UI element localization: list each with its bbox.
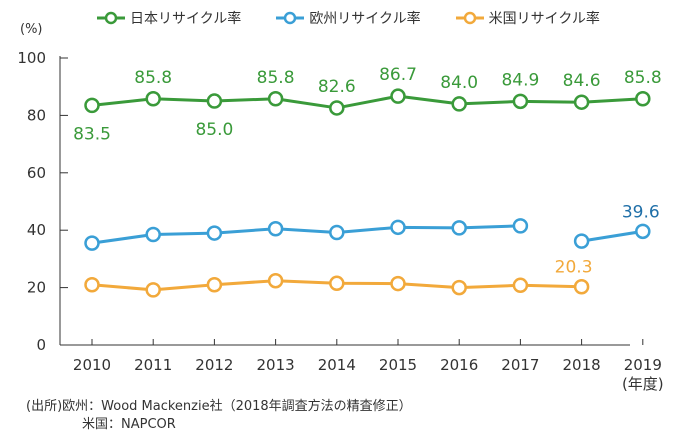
y-tick-label-20: 20 [27, 279, 46, 297]
data-point-japan-2016 [451, 96, 467, 112]
data-point-japan-2010 [84, 97, 100, 114]
x-tick-label-2012: 2012 [195, 356, 233, 374]
legend-item-japan: 日本リサイクル率 [96, 8, 241, 28]
legend-marker-us [455, 11, 484, 25]
data-point-us-2013 [267, 272, 284, 289]
legend-item-europe: 欧州リサイクル率 [275, 8, 421, 28]
series-line-europe-1 [91, 224, 521, 245]
x-tick-label-2016: 2016 [440, 356, 478, 374]
x-axis-unit-label: (年度) [622, 375, 664, 393]
data-label-japan-2012: 85.0 [195, 120, 233, 140]
legend-marker-japan [97, 11, 125, 25]
data-label-japan-2013: 85.8 [257, 68, 295, 88]
data-point-europe-2012 [206, 225, 223, 241]
data-point-japan-2011 [145, 91, 161, 107]
legend: 日本リサイクル率 欧州リサイクル率 米国リサイクル率 [96, 8, 600, 28]
data-point-us-2016 [451, 279, 467, 296]
y-tick-label-0: 0 [36, 336, 46, 354]
data-label-japan-2011: 85.8 [134, 68, 172, 88]
data-point-europe-2016 [451, 220, 467, 236]
source-note-europe: (出所)欧州：Wood Mackenzie社（2018年調査方法の精査修正） [26, 399, 412, 414]
data-point-europe-2011 [145, 226, 161, 243]
data-point-europe-2019 [635, 223, 651, 240]
data-point-us-2017 [512, 277, 529, 294]
legend-label-europe: 欧州リサイクル率 [309, 11, 421, 27]
data-label-japan-2014: 82.6 [318, 77, 356, 97]
data-point-japan-2017 [512, 93, 529, 110]
x-tick-label-2014: 2014 [318, 356, 356, 374]
data-point-europe-2010 [84, 235, 100, 251]
data-point-us-2012 [206, 276, 223, 293]
legend-label-japan: 日本リサイクル率 [130, 11, 242, 27]
series-line-europe-2 [581, 229, 644, 243]
data-point-japan-2014 [329, 100, 345, 116]
data-point-us-2018 [573, 278, 590, 295]
y-tick-label-100: 100 [17, 49, 46, 67]
series-line-japan [91, 94, 643, 110]
x-tick-label-2015: 2015 [379, 356, 417, 374]
data-label-japan-2017: 84.9 [501, 70, 539, 90]
data-label-japan-2018: 84.6 [563, 71, 601, 91]
data-label-japan-2019: 85.8 [624, 68, 662, 88]
data-point-us-2015 [390, 275, 406, 292]
data-point-japan-2012 [206, 93, 223, 109]
data-point-europe-2013 [267, 221, 284, 237]
data-label-europe-2019: 39.6 [622, 202, 660, 222]
data-point-us-2011 [145, 282, 161, 298]
data-point-europe-2018 [573, 233, 590, 249]
legend-marker-europe [276, 11, 305, 25]
legend-item-us: 米国リサイクル率 [455, 8, 600, 28]
y-axis-unit-label: (%) [20, 22, 43, 37]
source-notes: (出所)欧州：Wood Mackenzie社（2018年調査方法の精査修正） 米… [26, 398, 412, 434]
data-point-japan-2019 [635, 91, 651, 107]
data-label-japan-2016: 84.0 [440, 73, 478, 93]
data-point-japan-2013 [267, 91, 284, 107]
x-tick-label-2013: 2013 [257, 356, 295, 374]
data-point-europe-2015 [390, 219, 406, 236]
data-point-europe-2014 [329, 224, 345, 241]
y-tick-label-80: 80 [27, 106, 46, 124]
y-tick-label-60: 60 [27, 164, 46, 182]
y-tick-label-40: 40 [27, 221, 46, 239]
x-tick-label-2019: 2019 [624, 356, 662, 374]
legend-label-us: 米国リサイクル率 [488, 11, 600, 27]
data-label-japan-2015: 86.7 [379, 65, 417, 85]
data-point-us-2014 [329, 275, 345, 292]
x-tick-label-2018: 2018 [563, 356, 601, 374]
source-note-us: 米国：NAPCOR [82, 417, 176, 432]
data-point-us-2010 [84, 276, 100, 293]
data-point-japan-2015 [390, 88, 406, 104]
data-point-japan-2018 [573, 94, 590, 110]
data-label-japan-2010: 83.5 [73, 124, 111, 144]
data-point-europe-2017 [512, 218, 529, 234]
x-tick-label-2010: 2010 [73, 356, 111, 374]
x-tick-label-2011: 2011 [134, 356, 172, 374]
x-tick-label-2017: 2017 [501, 356, 539, 374]
data-label-us-2018: 20.3 [555, 258, 593, 278]
